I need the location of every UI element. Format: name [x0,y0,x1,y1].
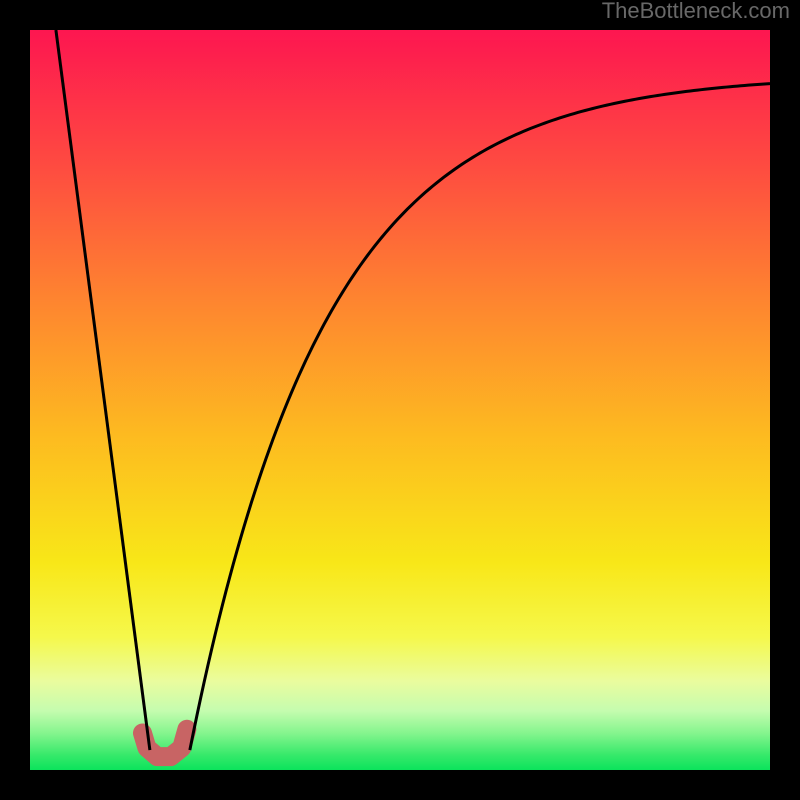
bottleneck-chart [0,0,800,800]
watermark-text: TheBottleneck.com [602,0,790,22]
chart-stage: TheBottleneck.com [0,0,800,800]
chart-plot-area [30,30,770,770]
